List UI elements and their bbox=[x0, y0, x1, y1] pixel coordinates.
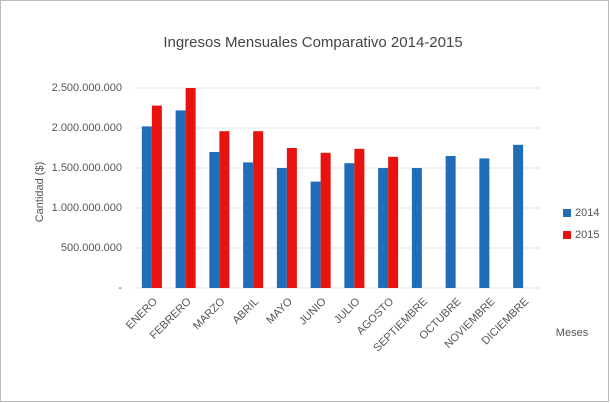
x-axis-title: Meses bbox=[556, 327, 589, 339]
bar bbox=[253, 131, 264, 288]
bar bbox=[141, 126, 152, 289]
y-tick-label: 2.500.000.000 bbox=[52, 82, 122, 94]
legend-swatch bbox=[563, 231, 571, 239]
bar bbox=[219, 131, 230, 288]
bar bbox=[185, 88, 196, 288]
bar bbox=[320, 152, 331, 288]
bar bbox=[286, 148, 297, 288]
legend-swatch bbox=[563, 209, 571, 217]
bar bbox=[411, 168, 422, 288]
bar bbox=[479, 158, 490, 288]
bar bbox=[243, 162, 254, 288]
y-tick-label: 1.500.000.000 bbox=[52, 162, 122, 174]
legend-label: 2014 bbox=[575, 207, 599, 219]
legend-label: 2015 bbox=[575, 229, 599, 241]
y-axis-title: Cantidad ($) bbox=[34, 162, 46, 223]
y-tick-label: 500.000.000 bbox=[61, 242, 122, 254]
y-tick-label: 2.000.000.000 bbox=[52, 122, 122, 134]
chart-title: Ingresos Mensuales Comparativo 2014-2015 bbox=[163, 34, 462, 51]
bar bbox=[344, 163, 355, 288]
bar bbox=[378, 168, 389, 288]
bar bbox=[445, 156, 456, 288]
y-tick-label: - bbox=[118, 282, 122, 294]
bar bbox=[310, 181, 321, 288]
bar bbox=[276, 168, 287, 288]
bar bbox=[209, 152, 220, 288]
bar bbox=[388, 156, 399, 288]
y-tick-label: 1.000.000.000 bbox=[52, 202, 122, 214]
bar bbox=[175, 110, 186, 289]
bar bbox=[151, 105, 162, 288]
bar bbox=[513, 144, 524, 288]
bar bbox=[354, 148, 365, 288]
